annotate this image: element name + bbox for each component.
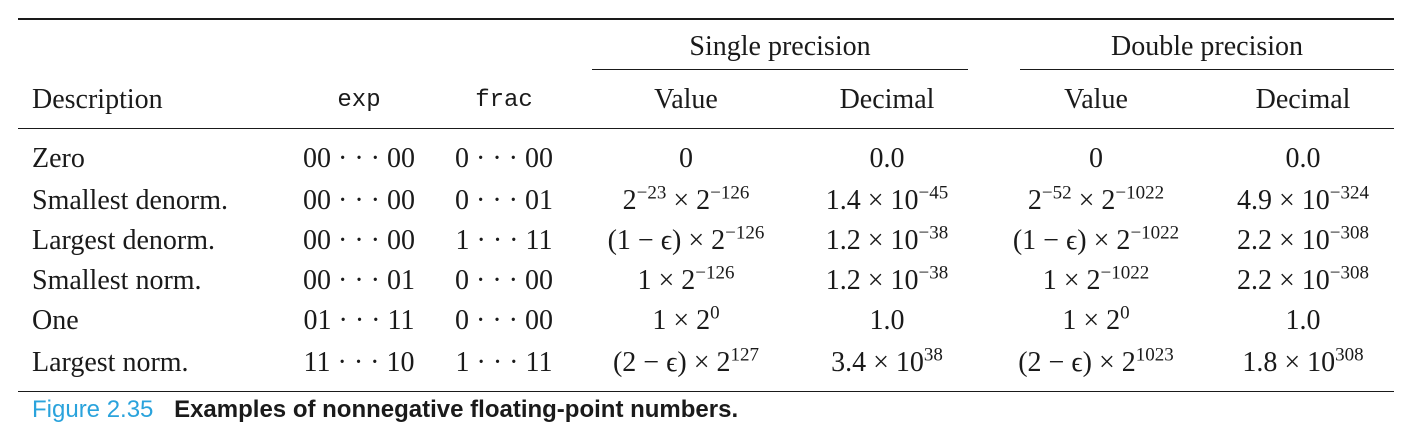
row-double-decimal: 2.2 × 10−308 — [1237, 222, 1370, 256]
row-double-value: 1 × 20 — [1062, 302, 1130, 336]
row-double-decimal: 2.2 × 10−308 — [1237, 262, 1370, 296]
row-double-value: (2 − ϵ) × 21023 — [1018, 344, 1174, 378]
table-row: Largest denorm. 00 · · · 00 1 · · · 11 (… — [18, 221, 1394, 261]
figure-label: Figure 2.35 — [32, 396, 154, 423]
table-row: Zero 00 · · · 00 0 · · · 00 0 0.0 0 0.0 — [18, 129, 1394, 182]
row-description: Smallest norm. — [32, 265, 202, 296]
header-double-decimal: Decimal — [1212, 76, 1395, 129]
row-frac: 1 · · · 11 — [455, 347, 553, 378]
row-description: One — [32, 305, 79, 336]
figure-caption: Figure 2.35 Examples of nonnegative floa… — [32, 396, 738, 424]
table-bottom-rule — [18, 391, 1394, 392]
double-precision-group: Double precision — [980, 20, 1395, 76]
row-exp: 00 · · · 00 — [303, 143, 415, 174]
row-single-decimal: 3.4 × 1038 — [831, 344, 943, 378]
group-header-row: Single precision Double precision — [18, 20, 1395, 76]
table-row: Smallest denorm. 00 · · · 00 0 · · · 01 … — [18, 181, 1394, 221]
row-double-decimal: 0.0 — [1285, 143, 1321, 174]
double-precision-label: Double precision — [1110, 31, 1304, 62]
column-header-row: Description exp frac Value Decimal Value… — [18, 76, 1395, 129]
row-single-value: 1 × 20 — [652, 302, 720, 336]
row-single-value: 1 × 2−126 — [637, 262, 735, 296]
row-single-value: (1 − ϵ) × 2−126 — [607, 222, 765, 256]
row-single-decimal: 1.2 × 10−38 — [825, 262, 949, 296]
table-row: Smallest norm. 00 · · · 01 0 · · · 00 1 … — [18, 261, 1394, 301]
row-double-decimal: 1.8 × 10308 — [1242, 344, 1364, 378]
row-exp: 00 · · · 00 — [303, 225, 415, 256]
row-single-decimal: 0.0 — [869, 143, 905, 174]
row-double-value: 2−52 × 2−1022 — [1027, 182, 1165, 216]
row-frac: 1 · · · 11 — [455, 225, 553, 256]
row-description: Largest denorm. — [32, 225, 215, 256]
row-single-value: 0 — [679, 143, 693, 174]
row-single-value: 2−23 × 2−126 — [622, 182, 750, 216]
header-frac: frac — [430, 76, 578, 129]
row-single-decimal: 1.2 × 10−38 — [825, 222, 949, 256]
table-row: Largest norm. 11 · · · 10 1 · · · 11 (2 … — [18, 341, 1394, 391]
row-frac: 0 · · · 01 — [455, 185, 553, 216]
row-exp: 00 · · · 01 — [303, 265, 415, 296]
row-double-value: (1 − ϵ) × 2−1022 — [1012, 222, 1180, 256]
row-frac: 0 · · · 00 — [455, 143, 553, 174]
row-description: Zero — [32, 143, 85, 174]
row-exp: 11 · · · 10 — [303, 347, 415, 378]
row-single-decimal: 1.0 — [869, 305, 905, 336]
row-exp: 00 · · · 00 — [303, 185, 415, 216]
row-frac: 0 · · · 00 — [455, 265, 553, 296]
row-double-decimal: 4.9 × 10−324 — [1237, 182, 1370, 216]
figure-table: Single precision Double precision Descri… — [18, 18, 1395, 392]
row-double-value: 0 — [1089, 143, 1104, 174]
row-single-decimal: 1.4 × 10−45 — [825, 182, 949, 216]
table-top-rule — [18, 18, 1394, 20]
single-precision-group: Single precision — [578, 20, 980, 76]
row-description: Smallest denorm. — [32, 185, 228, 216]
figure-caption-text: Examples of nonnegative floating-point n… — [174, 396, 739, 423]
single-precision-label: Single precision — [689, 31, 871, 62]
floating-point-table: Single precision Double precision Descri… — [18, 20, 1395, 391]
table-row: One 01 · · · 11 0 · · · 00 1 × 20 1.0 1 … — [18, 301, 1394, 341]
row-double-decimal: 1.0 — [1285, 305, 1321, 336]
header-exp: exp — [288, 76, 430, 129]
row-description: Largest norm. — [32, 347, 189, 378]
row-double-value: 1 × 2−1022 — [1042, 262, 1150, 296]
row-exp: 01 · · · 11 — [303, 305, 415, 336]
header-single-value: Value — [578, 76, 794, 129]
row-frac: 0 · · · 00 — [455, 305, 553, 336]
header-double-value: Value — [980, 76, 1213, 129]
header-description: Description — [18, 76, 288, 129]
header-single-decimal: Decimal — [794, 76, 981, 129]
row-single-value: (2 − ϵ) × 2127 — [612, 344, 760, 378]
